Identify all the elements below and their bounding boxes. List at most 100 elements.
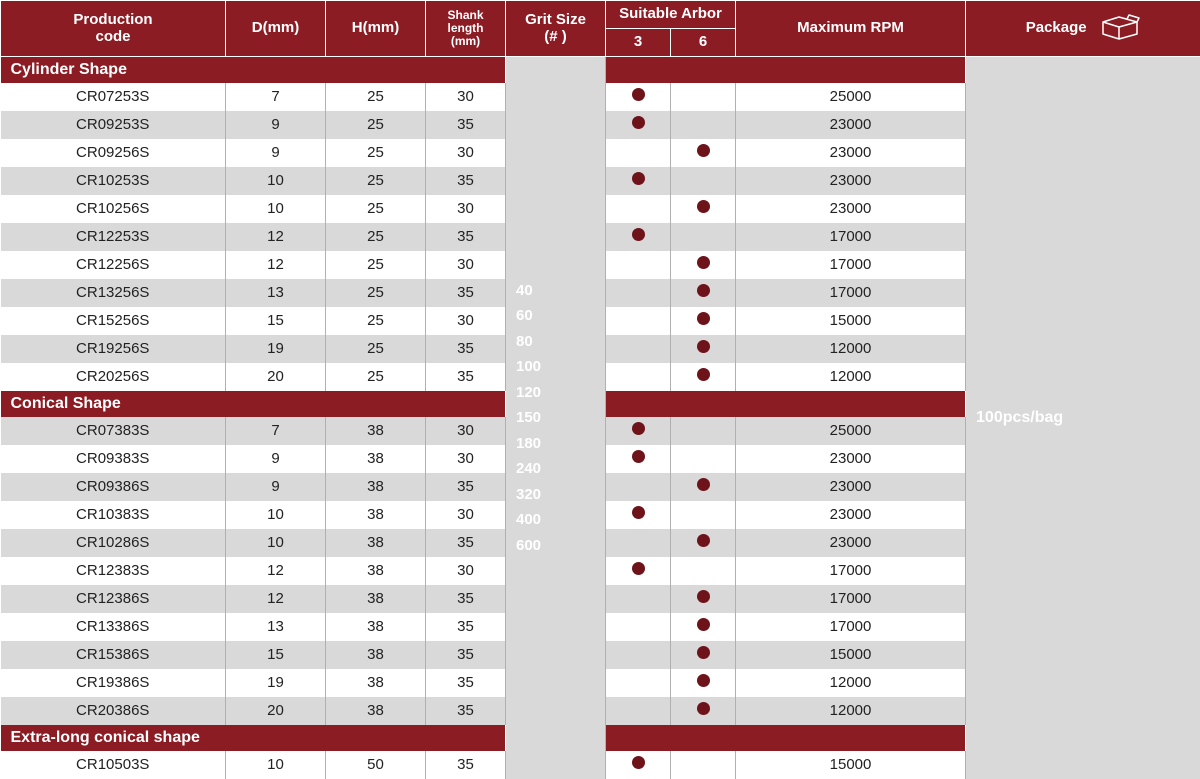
cell-arbor-3 [606,335,671,363]
cell-shank: 35 [426,669,506,697]
spec-table: Productioncode D(mm) H(mm) Shanklength(m… [0,0,1200,779]
cell-arbor-3 [606,557,671,585]
cell-arbor-3 [606,473,671,501]
cell-shank: 35 [426,335,506,363]
cell-h: 25 [326,307,426,335]
dot-icon [632,450,645,463]
cell-rpm: 23000 [736,501,966,529]
cell-h: 38 [326,473,426,501]
cell-arbor-3 [606,613,671,641]
dot-icon [697,340,710,353]
cell-shank: 30 [426,195,506,223]
cell-code: CR10383S [1,501,226,529]
cell-arbor-3 [606,669,671,697]
cell-d: 20 [226,697,326,725]
cell-code: CR10286S [1,529,226,557]
cell-rpm: 12000 [736,363,966,391]
cell-arbor-6 [671,641,736,669]
col-arbor-3: 3 [606,29,671,57]
cell-shank: 30 [426,501,506,529]
cell-h: 38 [326,557,426,585]
cell-arbor-6 [671,223,736,251]
cell-d: 9 [226,445,326,473]
cell-code: CR10253S [1,167,226,195]
cell-arbor-3 [606,167,671,195]
cell-code: CR10256S [1,195,226,223]
dot-icon [632,756,645,769]
cell-rpm: 17000 [736,279,966,307]
cell-code: CR09386S [1,473,226,501]
cell-arbor-6 [671,417,736,445]
table-body: Cylinder Shape40608010012015018024032040… [1,57,1200,779]
cell-arbor-6 [671,335,736,363]
cell-arbor-6 [671,529,736,557]
cell-d: 10 [226,751,326,779]
cell-arbor-6 [671,167,736,195]
cell-shank: 35 [426,473,506,501]
cell-d: 9 [226,111,326,139]
cell-d: 7 [226,83,326,111]
cell-d: 15 [226,307,326,335]
col-rpm: Maximum RPM [736,1,966,57]
dot-icon [632,172,645,185]
cell-code: CR12256S [1,251,226,279]
dot-icon [632,116,645,129]
cell-code: CR15386S [1,641,226,669]
cell-shank: 30 [426,139,506,167]
cell-h: 38 [326,417,426,445]
cell-h: 25 [326,251,426,279]
cell-h: 38 [326,669,426,697]
cell-d: 10 [226,195,326,223]
cell-shank: 35 [426,279,506,307]
cell-d: 9 [226,139,326,167]
dot-icon [632,88,645,101]
cell-h: 25 [326,111,426,139]
cell-h: 25 [326,223,426,251]
dot-icon [697,312,710,325]
section-header: Cylinder Shape40608010012015018024032040… [1,57,1200,83]
cell-arbor-3 [606,363,671,391]
cell-arbor-6 [671,445,736,473]
cell-d: 15 [226,641,326,669]
cell-arbor-3 [606,641,671,669]
cell-arbor-6 [671,669,736,697]
cell-arbor-3 [606,139,671,167]
col-package: Package [966,1,1200,57]
cell-h: 25 [326,279,426,307]
cell-arbor-6 [671,585,736,613]
cell-d: 12 [226,251,326,279]
dot-icon [697,590,710,603]
dot-icon [697,674,710,687]
table-header: Productioncode D(mm) H(mm) Shanklength(m… [1,1,1200,57]
cell-arbor-6 [671,697,736,725]
cell-arbor-6 [671,501,736,529]
cell-rpm: 12000 [736,335,966,363]
cell-arbor-3 [606,697,671,725]
section-title: Extra-long conical shape [1,725,506,751]
cell-rpm: 12000 [736,669,966,697]
cell-arbor-6 [671,363,736,391]
cell-shank: 35 [426,751,506,779]
cell-shank: 35 [426,111,506,139]
cell-rpm: 17000 [736,223,966,251]
cell-arbor-3 [606,223,671,251]
cell-shank: 30 [426,445,506,473]
cell-h: 38 [326,697,426,725]
cell-code: CR09256S [1,139,226,167]
cell-rpm: 17000 [736,585,966,613]
dot-icon [697,368,710,381]
dot-icon [697,284,710,297]
cell-code: CR10503S [1,751,226,779]
cell-d: 12 [226,223,326,251]
cell-arbor-6 [671,557,736,585]
cell-rpm: 23000 [736,445,966,473]
col-shank: Shanklength(mm) [426,1,506,57]
cell-shank: 35 [426,613,506,641]
cell-code: CR07383S [1,417,226,445]
cell-h: 38 [326,613,426,641]
cell-code: CR20386S [1,697,226,725]
package-cell: 100pcs/bag [966,57,1200,779]
cell-rpm: 25000 [736,83,966,111]
cell-h: 38 [326,501,426,529]
cell-h: 38 [326,585,426,613]
